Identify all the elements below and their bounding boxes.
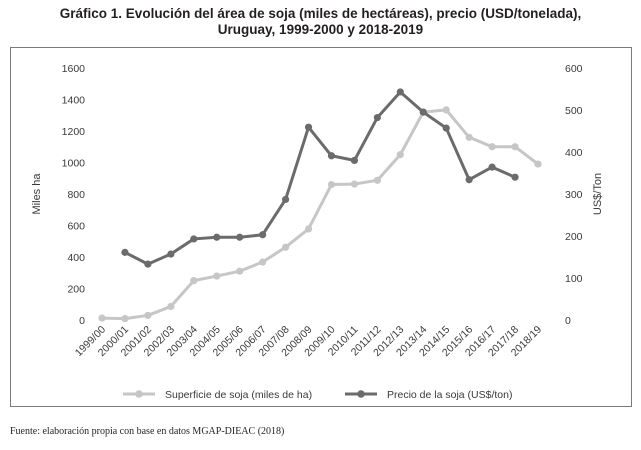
y-right-tick-label: 300 bbox=[565, 189, 583, 201]
data-point bbox=[236, 267, 244, 275]
data-point bbox=[488, 143, 496, 151]
data-point bbox=[259, 258, 267, 266]
y-right-axis-title: US$/Ton bbox=[592, 173, 604, 215]
y-right-tick-label: 100 bbox=[565, 273, 583, 285]
series-layer bbox=[98, 88, 542, 323]
series-line bbox=[124, 90, 516, 266]
y-left-tick-label: 1200 bbox=[62, 126, 86, 138]
legend-label: Superficie de soja (miles de ha) bbox=[165, 389, 312, 401]
data-point bbox=[465, 133, 473, 141]
chart-frame bbox=[10, 47, 632, 407]
data-point bbox=[442, 106, 450, 114]
y-left-tick-label: 0 bbox=[79, 315, 85, 327]
data-point bbox=[488, 163, 496, 171]
data-point bbox=[98, 314, 106, 322]
data-point bbox=[511, 143, 519, 151]
chart-title-line-1: Gráfico 1. Evolución del área de soja (m… bbox=[59, 6, 582, 21]
data-point bbox=[121, 314, 129, 323]
data-point bbox=[373, 176, 381, 184]
data-point bbox=[419, 108, 427, 116]
data-point bbox=[534, 160, 542, 168]
chart-legend: Superficie de soja (miles de ha) Precio d… bbox=[123, 389, 512, 401]
data-point bbox=[167, 250, 175, 258]
y-left-tick-label: 200 bbox=[67, 284, 85, 296]
data-point bbox=[465, 176, 473, 184]
y-right-tick-label: 0 bbox=[565, 315, 571, 327]
data-point bbox=[190, 235, 198, 243]
chart-title: Gráfico 1. Evolución del área de soja (m… bbox=[0, 6, 641, 38]
data-point bbox=[396, 151, 404, 159]
y-left-tick-label: 400 bbox=[67, 252, 85, 264]
data-point bbox=[236, 233, 244, 241]
legend-marker bbox=[135, 390, 143, 398]
y-left-tick-label: 1400 bbox=[62, 95, 86, 107]
data-point bbox=[281, 243, 290, 251]
data-point bbox=[396, 88, 404, 96]
data-point bbox=[121, 248, 129, 256]
y-right-tick-label: 500 bbox=[565, 105, 583, 117]
y-right-tick-label: 200 bbox=[565, 231, 583, 243]
y-left-tick-label: 600 bbox=[67, 221, 85, 233]
data-point bbox=[350, 180, 359, 188]
data-point bbox=[304, 123, 313, 131]
y-left-tick-label: 800 bbox=[67, 189, 85, 201]
y-right-tick-label: 400 bbox=[565, 147, 583, 159]
y-left-tick-label: 1000 bbox=[62, 158, 86, 170]
data-point bbox=[304, 225, 313, 233]
y-right-tick-label: 600 bbox=[565, 63, 583, 75]
legend-label: Precio de la soja (US$/ton) bbox=[387, 389, 512, 401]
data-point bbox=[190, 277, 198, 285]
data-point bbox=[167, 302, 175, 311]
data-point bbox=[373, 113, 381, 122]
source-note: Fuente: elaboración propia con base en d… bbox=[10, 426, 285, 437]
data-point bbox=[259, 231, 267, 239]
series-area bbox=[98, 106, 542, 323]
chart-title-line-2: Uruguay, 1999-2000 y 2018-2019 bbox=[217, 22, 424, 37]
data-point bbox=[327, 152, 336, 160]
data-point bbox=[511, 173, 519, 181]
data-point bbox=[144, 260, 152, 268]
y-left-tick-label: 1600 bbox=[62, 63, 86, 75]
data-point bbox=[350, 156, 359, 164]
data-point bbox=[213, 272, 221, 280]
data-point bbox=[213, 233, 221, 241]
data-point bbox=[442, 124, 450, 132]
data-point bbox=[144, 311, 152, 320]
series-line bbox=[101, 108, 539, 321]
data-point bbox=[327, 180, 336, 189]
series-price bbox=[121, 88, 519, 268]
data-point bbox=[281, 195, 290, 204]
legend-marker bbox=[357, 390, 365, 398]
y-left-axis-title: Miles ha bbox=[31, 173, 43, 215]
